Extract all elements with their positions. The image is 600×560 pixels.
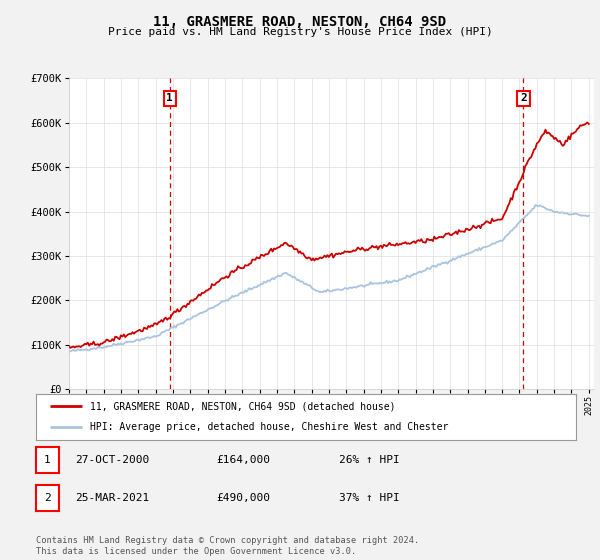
Text: £490,000: £490,000 bbox=[216, 493, 270, 503]
Text: 26% ↑ HPI: 26% ↑ HPI bbox=[339, 455, 400, 465]
Text: 1: 1 bbox=[166, 94, 173, 104]
Text: 11, GRASMERE ROAD, NESTON, CH64 9SD: 11, GRASMERE ROAD, NESTON, CH64 9SD bbox=[154, 15, 446, 29]
Text: £164,000: £164,000 bbox=[216, 455, 270, 465]
Text: 11, GRASMERE ROAD, NESTON, CH64 9SD (detached house): 11, GRASMERE ROAD, NESTON, CH64 9SD (det… bbox=[90, 401, 395, 411]
Text: 25-MAR-2021: 25-MAR-2021 bbox=[75, 493, 149, 503]
Text: 37% ↑ HPI: 37% ↑ HPI bbox=[339, 493, 400, 503]
Text: 2: 2 bbox=[520, 94, 527, 104]
Text: Price paid vs. HM Land Registry's House Price Index (HPI): Price paid vs. HM Land Registry's House … bbox=[107, 27, 493, 37]
Text: 2: 2 bbox=[44, 493, 51, 503]
Text: 27-OCT-2000: 27-OCT-2000 bbox=[75, 455, 149, 465]
Text: HPI: Average price, detached house, Cheshire West and Chester: HPI: Average price, detached house, Ches… bbox=[90, 422, 448, 432]
Text: Contains HM Land Registry data © Crown copyright and database right 2024.
This d: Contains HM Land Registry data © Crown c… bbox=[36, 536, 419, 556]
Text: 1: 1 bbox=[44, 455, 51, 465]
